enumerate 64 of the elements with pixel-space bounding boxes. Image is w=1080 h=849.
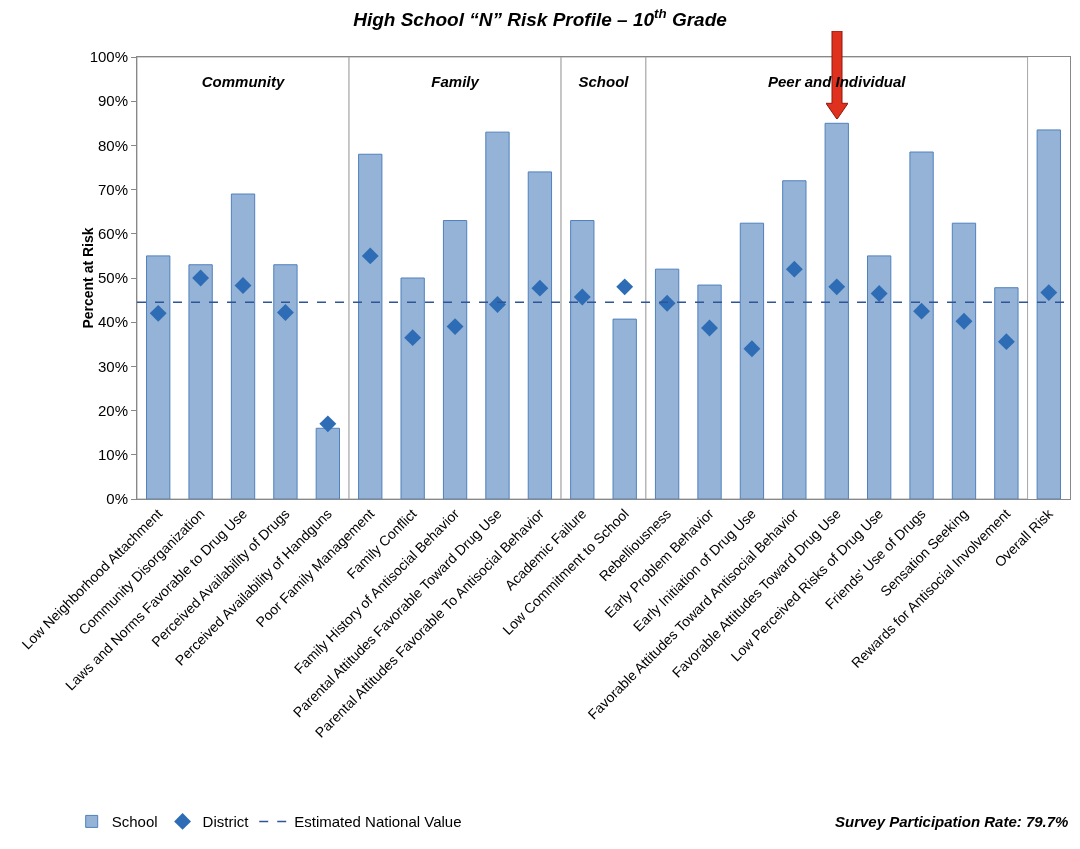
y-tick-label: 30%	[97, 357, 128, 375]
bar	[1036, 129, 1061, 499]
bar	[951, 222, 977, 499]
bar	[909, 151, 934, 499]
y-tick-label: 70%	[97, 180, 128, 198]
y-tick-label: 10%	[97, 446, 128, 464]
point	[573, 288, 591, 306]
point	[616, 278, 634, 296]
point	[701, 319, 718, 337]
bar	[570, 220, 595, 499]
point	[446, 318, 464, 336]
y-tick-label: 80%	[97, 136, 128, 154]
point	[361, 247, 379, 265]
point	[149, 304, 167, 322]
point	[913, 302, 931, 320]
bar	[146, 255, 171, 499]
band-label: School	[578, 72, 629, 90]
bar	[188, 264, 213, 499]
point	[955, 312, 973, 330]
point	[531, 279, 549, 297]
legend-label: School	[111, 813, 158, 831]
point	[870, 285, 888, 302]
bar	[273, 264, 298, 499]
bar	[697, 284, 722, 499]
point	[489, 296, 506, 313]
point	[743, 340, 761, 358]
legend-label: Estimated National Value	[294, 813, 462, 831]
y-axis-title: Percent at Risk	[79, 227, 96, 329]
bar	[867, 255, 892, 499]
chart-title: High School “N” Risk Profile – 10$^{th}$ Grade	[353, 6, 728, 31]
point	[997, 333, 1015, 351]
band-label: Community	[201, 72, 285, 90]
y-tick-label: 50%	[97, 269, 128, 287]
bar	[358, 153, 383, 499]
legend-label: District	[202, 813, 250, 831]
point	[192, 269, 210, 287]
bar	[527, 171, 553, 499]
bar	[654, 268, 680, 499]
text: Survey Participation Rate: 79.7%	[835, 813, 1069, 830]
bar	[739, 222, 765, 499]
point	[828, 278, 846, 296]
y-tick-label: 90%	[97, 92, 128, 110]
point	[785, 260, 803, 278]
bar	[230, 193, 256, 499]
y-tick-label: 20%	[97, 401, 128, 419]
point	[404, 329, 422, 347]
bar	[485, 131, 510, 499]
bar	[612, 318, 637, 499]
band-label: Family	[431, 72, 479, 90]
point	[319, 415, 337, 433]
bar	[315, 427, 340, 499]
point	[1040, 284, 1058, 302]
y-tick-label: 100%	[89, 48, 128, 66]
point	[234, 277, 252, 294]
bar	[824, 122, 849, 499]
y-tick-label: 0%	[106, 490, 128, 508]
y-tick-label: 60%	[97, 225, 128, 243]
point	[658, 294, 676, 312]
bar	[994, 287, 1019, 499]
bar	[442, 220, 468, 499]
y-tick-label: 40%	[97, 313, 128, 331]
point	[276, 304, 294, 321]
bar	[782, 180, 807, 499]
bar	[400, 277, 425, 499]
